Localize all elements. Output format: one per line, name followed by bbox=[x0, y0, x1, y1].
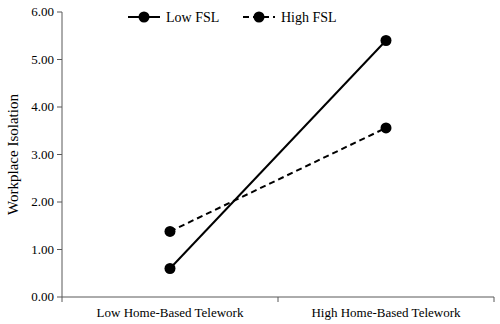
plot-area bbox=[165, 35, 392, 274]
y-tick-label: 2.00 bbox=[31, 194, 54, 209]
x-band-tick bbox=[62, 297, 63, 302]
series-marker bbox=[165, 263, 176, 274]
y-tick-label: 4.00 bbox=[31, 99, 54, 114]
series-line bbox=[170, 41, 386, 269]
legend-label: High FSL bbox=[281, 10, 337, 25]
y-tick-label: 0.00 bbox=[31, 289, 54, 304]
x-tick-label: High Home-Based Telework bbox=[311, 305, 461, 320]
y-tick-label: 6.00 bbox=[31, 4, 54, 19]
y-tick bbox=[57, 249, 62, 250]
y-tick bbox=[57, 12, 62, 13]
legend-marker bbox=[254, 12, 265, 23]
legend-marker bbox=[139, 12, 150, 23]
y-tick-label: 1.00 bbox=[31, 242, 54, 257]
y-tick bbox=[57, 297, 62, 298]
x-tick-label: Low Home-Based Telework bbox=[97, 305, 244, 320]
y-tick-label: 3.00 bbox=[31, 147, 54, 162]
legend-label: Low FSL bbox=[166, 10, 219, 25]
y-tick bbox=[57, 202, 62, 203]
series-marker bbox=[381, 35, 392, 46]
legend: Low FSL High FSL bbox=[128, 10, 337, 25]
series-marker bbox=[381, 122, 392, 133]
y-tick bbox=[57, 107, 62, 108]
y-tick-label: 5.00 bbox=[31, 52, 54, 67]
y-tick bbox=[57, 154, 62, 155]
chart-svg: 0.00 1.00 2.00 3.00 4.00 5.00 6.00 Low Home-Bas… bbox=[0, 0, 500, 324]
y-tick bbox=[57, 59, 62, 60]
x-band-tick bbox=[494, 297, 495, 302]
y-axis-title: Workplace Isolation bbox=[5, 94, 21, 215]
x-band-tick bbox=[278, 297, 279, 302]
series-line bbox=[170, 128, 386, 232]
chart-container: 0.00 1.00 2.00 3.00 4.00 5.00 6.00 Low Home-Bas… bbox=[0, 0, 500, 324]
series-marker bbox=[165, 226, 176, 237]
